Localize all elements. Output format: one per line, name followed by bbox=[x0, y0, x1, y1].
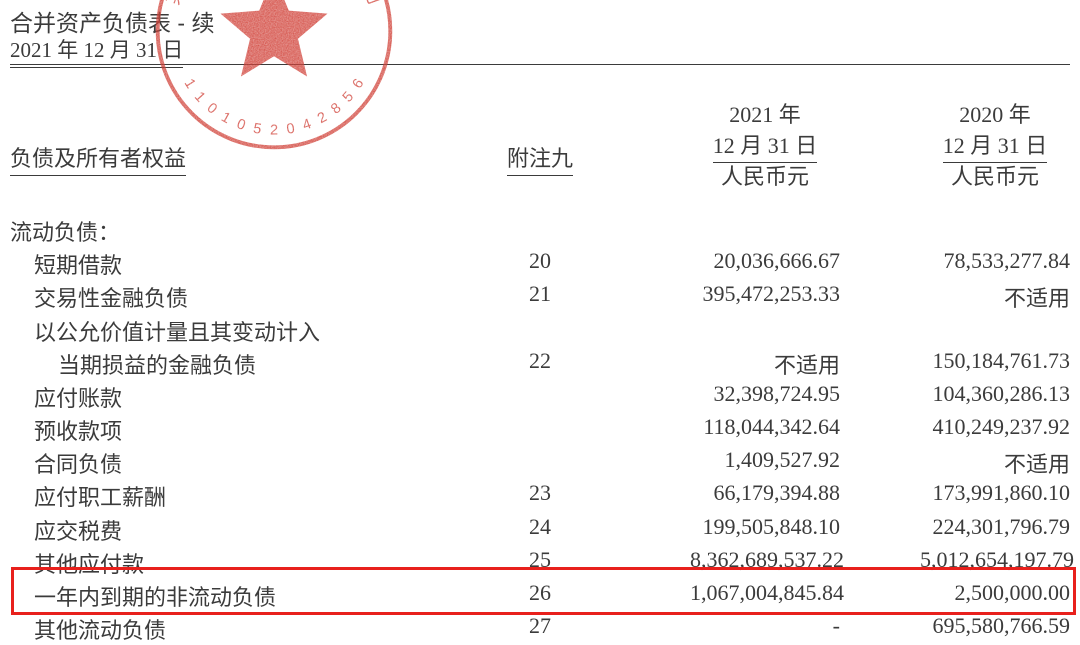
svg-text:5: 5 bbox=[340, 89, 357, 106]
svg-text:0: 0 bbox=[285, 121, 296, 138]
svg-text:4: 4 bbox=[301, 116, 314, 134]
svg-text:某: 某 bbox=[162, 0, 188, 7]
svg-text:5: 5 bbox=[252, 121, 263, 138]
svg-text:2: 2 bbox=[315, 109, 330, 127]
svg-text:2: 2 bbox=[270, 123, 278, 139]
svg-text:1: 1 bbox=[218, 109, 233, 127]
svg-text:1: 1 bbox=[181, 76, 199, 91]
svg-text:0: 0 bbox=[204, 100, 220, 118]
svg-text:1: 1 bbox=[191, 89, 208, 106]
svg-text:6: 6 bbox=[350, 76, 368, 91]
svg-text:8: 8 bbox=[328, 100, 344, 118]
svg-text:0: 0 bbox=[235, 116, 248, 134]
svg-text:司: 司 bbox=[360, 0, 386, 7]
